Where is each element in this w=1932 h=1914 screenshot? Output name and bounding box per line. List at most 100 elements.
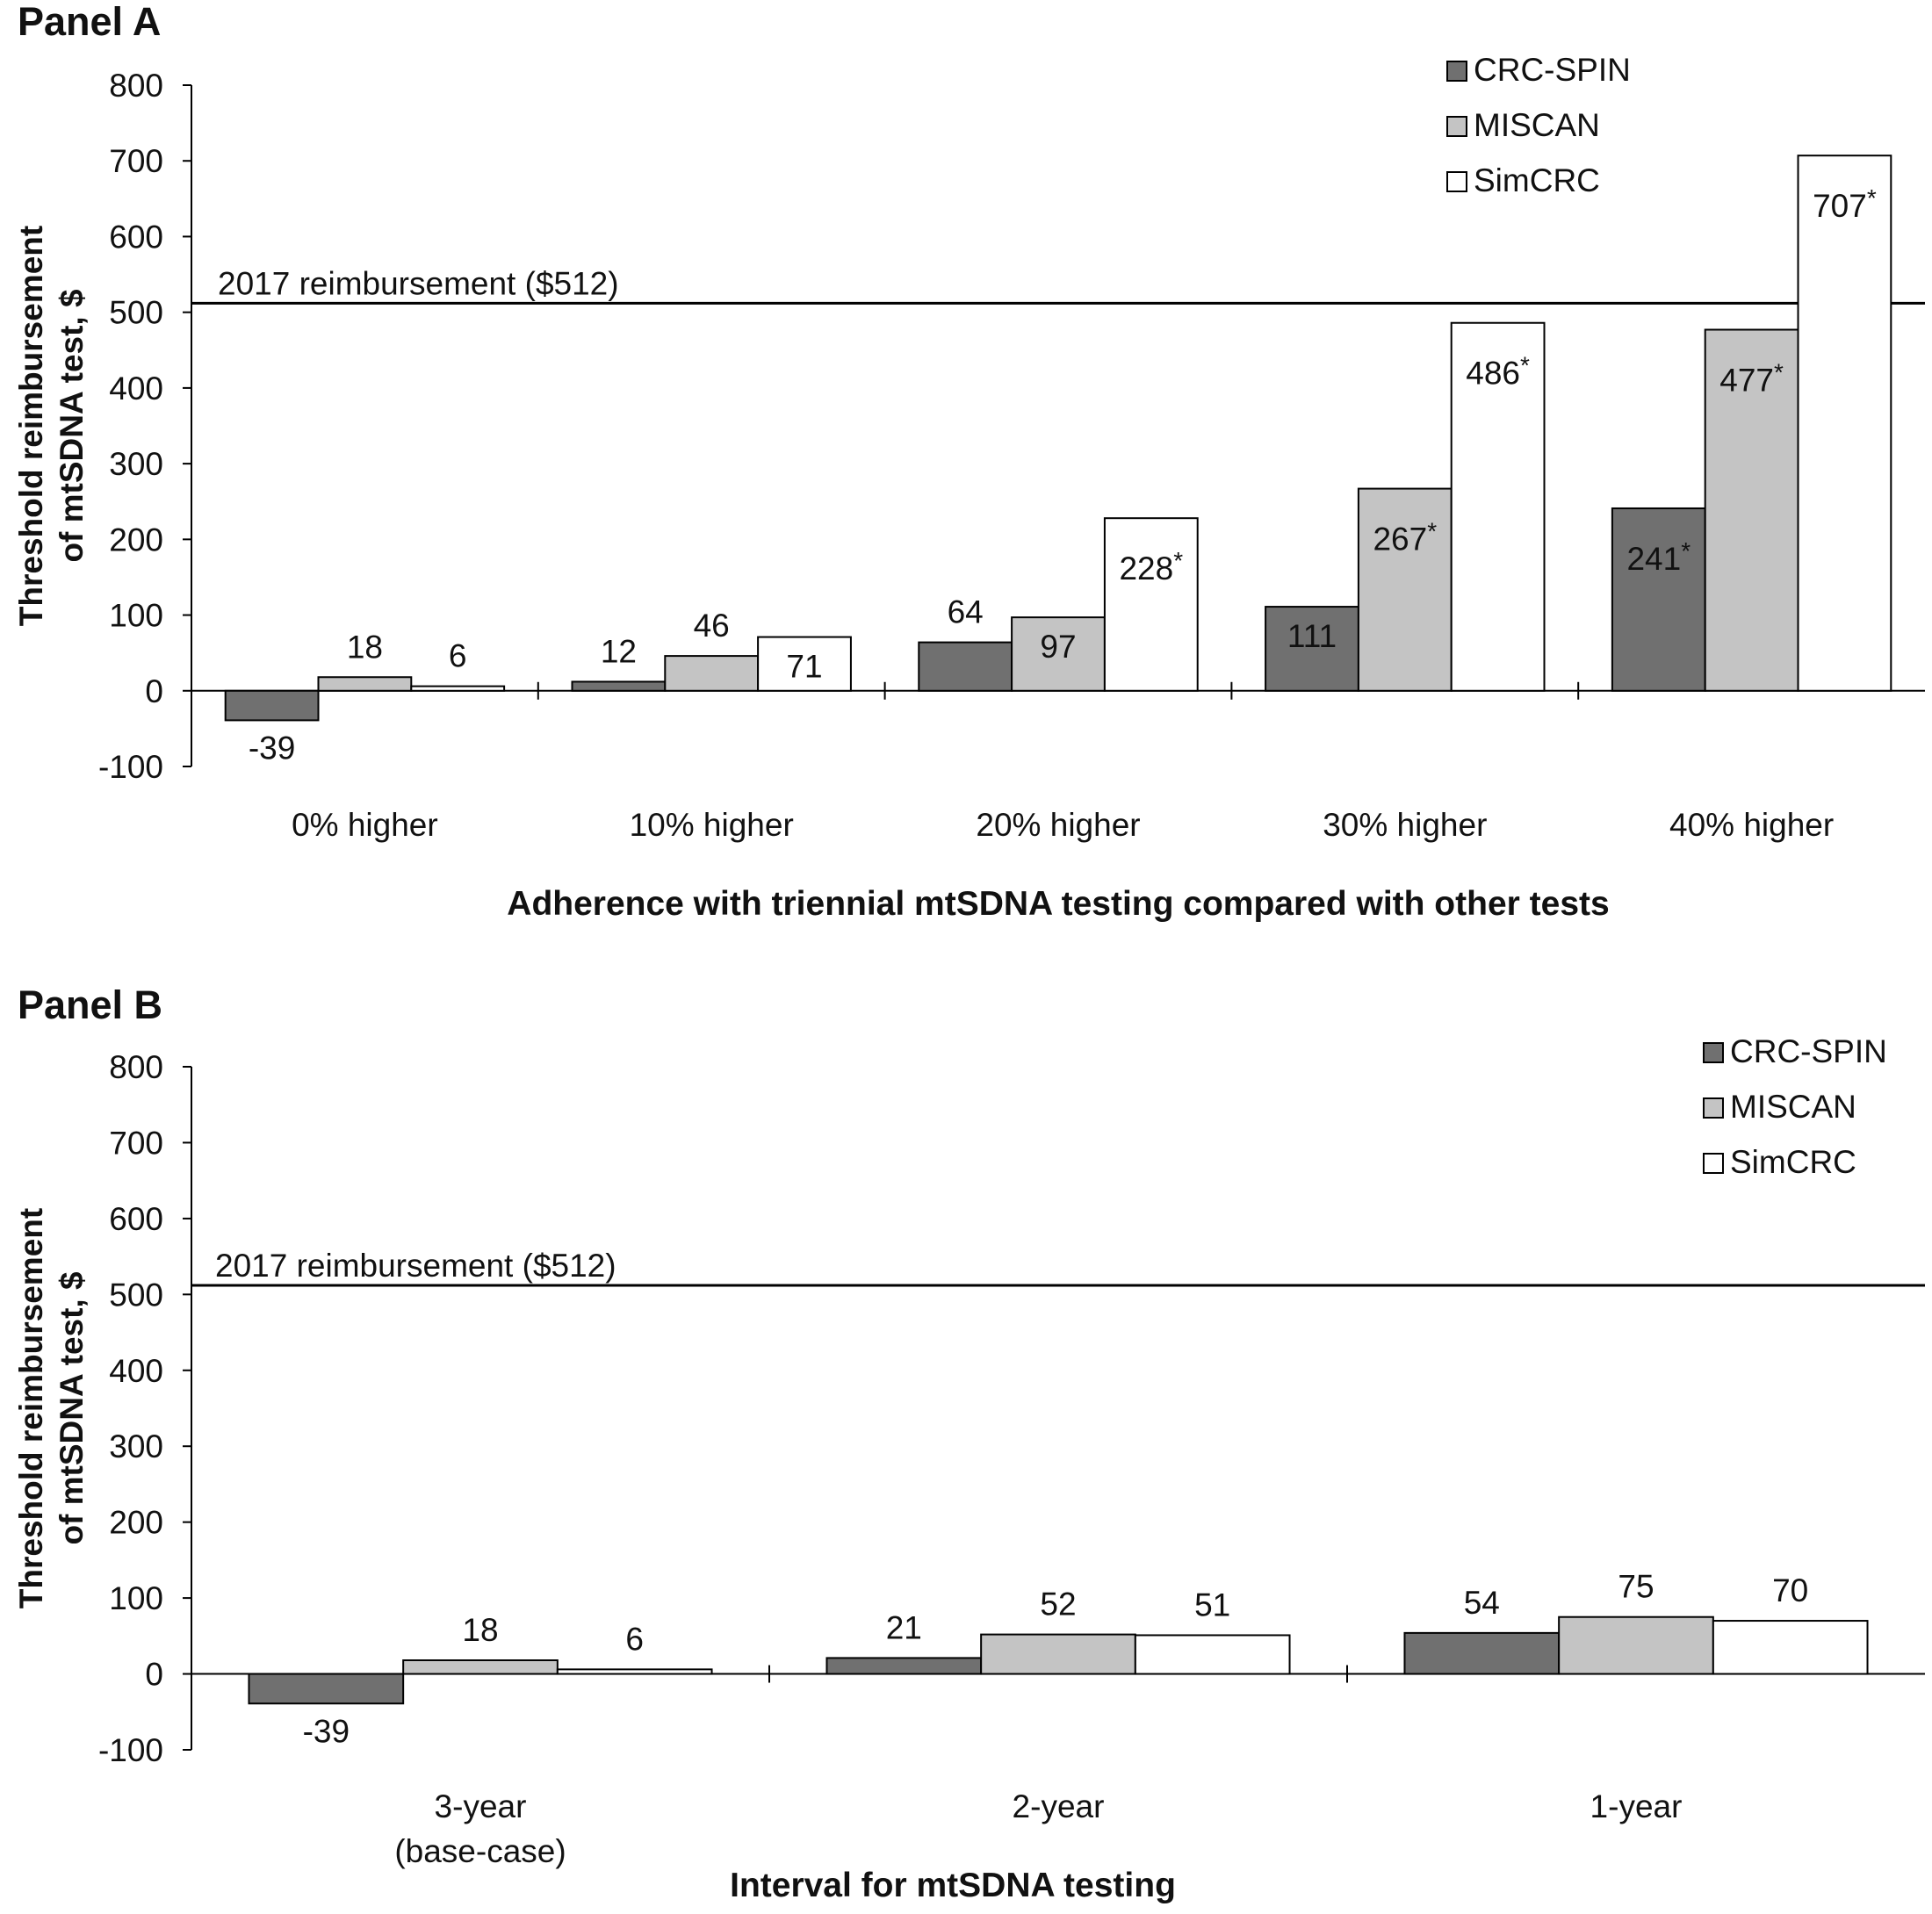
y-tick-label: 600 <box>109 219 163 255</box>
panel-title: Panel B <box>18 982 162 1027</box>
x-category-label: 30% higher <box>1323 807 1487 843</box>
y-tick-label: 600 <box>109 1201 163 1237</box>
y-tick-label: 500 <box>109 1277 163 1313</box>
bar-miscan <box>1558 1615 1714 1675</box>
data-label: 228* <box>1119 547 1183 586</box>
data-label: 64 <box>948 594 984 630</box>
data-label: -39 <box>303 1713 350 1749</box>
bar-simcrc <box>1797 155 1892 692</box>
data-label: 6 <box>449 638 467 674</box>
y-tick-label: 200 <box>109 522 163 558</box>
data-label: 71 <box>786 649 822 685</box>
legend-swatch <box>1446 116 1467 137</box>
reference-line-label: 2017 reimbursement ($512) <box>215 1248 616 1284</box>
bar-crc-spin <box>1403 1631 1561 1675</box>
bar-crc-spin <box>825 1657 983 1675</box>
y-axis-title-line1: Threshold reimbursement <box>13 226 49 626</box>
y-tick-label: 400 <box>109 1353 163 1389</box>
bar-miscan <box>664 655 760 692</box>
y-tick-label: 800 <box>109 68 163 104</box>
legend-label: MISCAN <box>1730 1089 1856 1125</box>
y-tick-label: 200 <box>109 1505 163 1541</box>
reference-line-label: 2017 reimbursement ($512) <box>218 265 619 301</box>
y-axis-title-line1: Threshold reimbursement <box>13 1208 49 1608</box>
bar-simcrc <box>556 1668 713 1675</box>
legend-label: MISCAN <box>1474 107 1600 143</box>
bar-miscan <box>402 1659 559 1675</box>
y-tick-label: 500 <box>109 295 163 331</box>
x-category-label: 40% higher <box>1669 807 1834 843</box>
chart-panel-a: Panel A 800 700 600 500 400 300 200 100 0 -100 Thre… <box>13 0 1925 923</box>
bar-crc-spin <box>224 689 320 722</box>
bar-crc-spin <box>248 1673 405 1705</box>
y-tick-label: 700 <box>109 143 163 179</box>
x-axis-title: Interval for mtSDNA testing <box>730 1867 1176 1904</box>
data-label: 241* <box>1626 537 1690 577</box>
legend-label: CRC-SPIN <box>1474 52 1631 88</box>
legend-swatch <box>1446 61 1467 82</box>
bar-miscan <box>1704 328 1799 692</box>
y-tick-label: 0 <box>145 1657 163 1693</box>
bar-simcrc <box>1712 1620 1869 1675</box>
bar-simcrc <box>1134 1634 1291 1675</box>
x-category-label: 0% higher <box>292 807 438 843</box>
bar-crc-spin <box>1611 507 1706 692</box>
legend-label: SimCRC <box>1730 1144 1856 1180</box>
data-label: -39 <box>249 730 295 766</box>
y-tick-label: 300 <box>109 446 163 482</box>
legend-swatch <box>1703 1042 1724 1063</box>
bar-simcrc <box>757 636 852 692</box>
y-tick-label: -100 <box>98 749 163 785</box>
bar-crc-spin <box>918 641 1013 692</box>
bar-miscan <box>317 676 413 692</box>
data-label: 54 <box>1464 1585 1500 1621</box>
data-label: 75 <box>1618 1569 1654 1605</box>
data-label: 486* <box>1466 352 1530 392</box>
data-label: 18 <box>347 629 383 665</box>
bar-simcrc <box>410 685 506 692</box>
data-label: 51 <box>1194 1587 1230 1623</box>
x-axis-title: Adherence with triennial mtSDNA testing … <box>507 885 1609 923</box>
y-tick-label: 100 <box>109 598 163 634</box>
data-label: 18 <box>462 1612 498 1648</box>
data-label: 707* <box>1813 184 1877 224</box>
legend-label: CRC-SPIN <box>1730 1033 1887 1069</box>
data-label: 6 <box>625 1621 644 1657</box>
y-tick-label: 700 <box>109 1125 163 1161</box>
data-label: 21 <box>886 1609 922 1645</box>
data-label: 70 <box>1772 1572 1808 1608</box>
y-axis-title-line2: of mtSDNA test, $ <box>54 289 90 563</box>
legend-swatch <box>1446 171 1467 192</box>
panel-title: Panel A <box>18 0 161 44</box>
bar-miscan <box>980 1633 1136 1675</box>
data-label: 52 <box>1040 1587 1076 1623</box>
x-category-label: 20% higher <box>976 807 1140 843</box>
x-category-label: 10% higher <box>630 807 794 843</box>
y-tick-label: 400 <box>109 371 163 407</box>
bar-miscan <box>1357 487 1453 692</box>
y-tick-label: 0 <box>145 673 163 709</box>
y-axis-title-line2: of mtSDNA test, $ <box>54 1271 90 1545</box>
x-category-label: (base-case) <box>394 1833 566 1869</box>
y-tick-label: -100 <box>98 1732 163 1768</box>
legend-swatch <box>1703 1097 1724 1119</box>
legend-swatch <box>1703 1153 1724 1174</box>
data-label: 97 <box>1040 629 1076 665</box>
y-tick-label: 300 <box>109 1428 163 1464</box>
data-label: 267* <box>1373 518 1437 558</box>
x-category-label: 2-year <box>1013 1788 1105 1824</box>
bar-crc-spin <box>571 680 667 692</box>
data-label: 111 <box>1287 618 1337 654</box>
y-tick-label: 800 <box>109 1049 163 1085</box>
x-category-label: 3-year <box>435 1788 527 1824</box>
x-category-label: 1-year <box>1590 1788 1683 1824</box>
y-tick-label: 100 <box>109 1580 163 1616</box>
data-label: 12 <box>601 633 637 669</box>
data-label: 477* <box>1719 358 1784 398</box>
bar-simcrc <box>1450 321 1546 692</box>
chart-panel-b: Panel B 800 700 600 500 400 300 200 100 0 -100 Thre… <box>13 982 1925 1904</box>
bar-simcrc <box>1103 517 1199 692</box>
data-label: 46 <box>694 608 730 644</box>
